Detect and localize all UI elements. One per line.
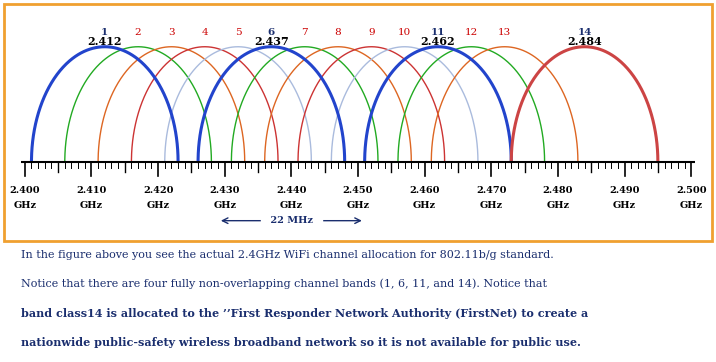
Text: 13: 13 [498, 28, 511, 37]
Text: 2.437: 2.437 [254, 36, 289, 47]
Text: 2.412: 2.412 [87, 36, 122, 47]
Text: 2.440: 2.440 [276, 186, 306, 195]
Text: 2.500: 2.500 [676, 186, 707, 195]
Text: 2.450: 2.450 [343, 186, 373, 195]
Text: GHz: GHz [147, 201, 170, 210]
Text: 2.480: 2.480 [543, 186, 574, 195]
Text: nationwide public-safety wireless broadband network so it is not available for p: nationwide public-safety wireless broadb… [21, 337, 581, 348]
Text: GHz: GHz [213, 201, 236, 210]
Text: 2.410: 2.410 [77, 186, 107, 195]
Text: GHz: GHz [347, 201, 369, 210]
Text: 4: 4 [201, 28, 208, 37]
Text: 14: 14 [577, 28, 591, 37]
Text: 9: 9 [368, 28, 374, 37]
Text: 8: 8 [334, 28, 342, 37]
Text: 22 MHz: 22 MHz [266, 216, 316, 225]
Text: GHz: GHz [14, 201, 37, 210]
Text: GHz: GHz [546, 201, 569, 210]
Text: 2.462: 2.462 [421, 36, 455, 47]
Text: 2.430: 2.430 [210, 186, 240, 195]
Text: 10: 10 [398, 28, 411, 37]
Text: GHz: GHz [80, 201, 103, 210]
Text: 2.420: 2.420 [142, 186, 173, 195]
Text: 12: 12 [465, 28, 478, 37]
Text: 6: 6 [268, 28, 275, 37]
Text: band class14 is allocated to the ’’First Responder Network Authority (FirstNet) : band class14 is allocated to the ’’First… [21, 308, 589, 319]
Text: In the figure above you see the actual 2.4GHz WiFi channel allocation for 802.11: In the figure above you see the actual 2… [21, 250, 554, 260]
Text: 7: 7 [301, 28, 308, 37]
Text: 2.460: 2.460 [410, 186, 440, 195]
Text: 3: 3 [168, 28, 175, 37]
Text: 2.490: 2.490 [609, 186, 640, 195]
Text: 5: 5 [235, 28, 241, 37]
Text: 2.484: 2.484 [567, 36, 602, 47]
Text: GHz: GHz [480, 201, 503, 210]
Text: 2: 2 [135, 28, 141, 37]
Text: 2.400: 2.400 [9, 186, 40, 195]
Text: 2.470: 2.470 [476, 186, 506, 195]
Text: GHz: GHz [613, 201, 636, 210]
Text: Notice that there are four fully non-overlapping channel bands (1, 6, 11, and 14: Notice that there are four fully non-ove… [21, 279, 548, 289]
Text: GHz: GHz [280, 201, 303, 210]
Text: 1: 1 [101, 28, 108, 37]
Text: 11: 11 [431, 28, 445, 37]
Text: GHz: GHz [413, 201, 436, 210]
Text: GHz: GHz [679, 201, 702, 210]
